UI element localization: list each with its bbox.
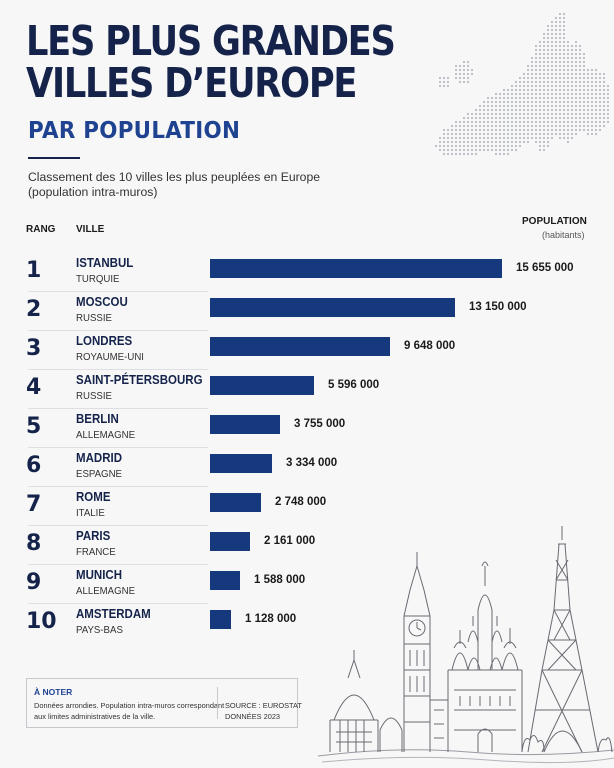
country-label: PAYS-BAS xyxy=(76,624,123,636)
city-label: SAINT-PÉTERSBOURG xyxy=(76,373,203,387)
source-line-1: SOURCE : EUROSTAT xyxy=(225,701,302,710)
footnote-divider xyxy=(217,687,218,719)
city-label: MOSCOU xyxy=(76,295,128,309)
population-bar xyxy=(210,337,390,356)
europe-dot-map-icon xyxy=(434,12,610,156)
country-label: ESPAGNE xyxy=(76,468,122,480)
chart-row: 9 MUNICH ALLEMAGNE 1 588 000 xyxy=(26,568,546,606)
rank-label: 9 xyxy=(26,570,42,595)
chart-row: 7 ROME ITALIE 2 748 000 xyxy=(26,490,546,528)
value-label: 2 748 000 xyxy=(275,496,327,508)
title-line-1: LES PLUS GRANDES xyxy=(26,17,396,65)
city-label: BERLIN xyxy=(76,412,119,426)
chart-row: 3 LONDRES ROYAUME-UNI 9 648 000 xyxy=(26,334,546,372)
rank-label: 1 xyxy=(26,258,42,283)
city-label: AMSTERDAM xyxy=(76,607,151,621)
value-label: 3 755 000 xyxy=(294,418,346,430)
value-label: 2 161 000 xyxy=(264,535,316,547)
description-line-2: (population intra-muros) xyxy=(28,185,158,199)
city-label: ISTANBUL xyxy=(76,256,134,270)
row-divider xyxy=(28,291,208,292)
country-label: ALLEMAGNE xyxy=(76,429,136,441)
rank-label: 6 xyxy=(26,453,42,478)
city-label: PARIS xyxy=(76,529,111,543)
title-divider xyxy=(28,157,80,159)
chart-row: 5 BERLIN ALLEMAGNE 3 755 000 xyxy=(26,412,546,450)
city-label: MUNICH xyxy=(76,568,122,582)
country-label: RUSSIE xyxy=(76,312,112,324)
chart-row: 1 ISTANBUL TURQUIE 15 655 000 xyxy=(26,256,574,294)
description-line-1: Classement des 10 villes les plus peuplé… xyxy=(28,170,320,184)
population-bar xyxy=(210,610,231,629)
population-bar xyxy=(210,259,502,278)
row-divider xyxy=(28,603,208,604)
rank-label: 10 xyxy=(26,609,57,634)
rank-label: 3 xyxy=(26,336,42,361)
city-column-header: VILLE xyxy=(76,224,105,235)
value-label: 15 655 000 xyxy=(516,262,574,274)
country-label: TURQUIE xyxy=(76,273,120,285)
row-divider xyxy=(28,564,208,565)
country-label: ALLEMAGNE xyxy=(76,585,136,597)
rank-label: 8 xyxy=(26,531,42,556)
footnote-title: À NOTER xyxy=(34,687,73,697)
city-label: ROME xyxy=(76,490,111,504)
city-label: LONDRES xyxy=(76,334,133,348)
value-label: 3 334 000 xyxy=(286,457,338,469)
population-column-header: POPULATION xyxy=(522,216,587,227)
value-label: 9 648 000 xyxy=(404,340,456,352)
chart-row: 8 PARIS FRANCE 2 161 000 xyxy=(26,529,546,567)
population-bar xyxy=(210,298,455,317)
population-bar xyxy=(210,571,240,590)
footnote-box: À NOTER Données arrondies. Population in… xyxy=(26,678,302,728)
page-subtitle: PAR POPULATION xyxy=(28,118,241,144)
source-line-2: DONNÉES 2023 xyxy=(225,712,281,721)
chart-row: 10 AMSTERDAM PAYS-BAS 1 128 000 xyxy=(26,607,546,645)
value-label: 1 128 000 xyxy=(245,613,297,625)
value-label: 1 588 000 xyxy=(254,574,306,586)
row-divider xyxy=(28,330,208,331)
population-bar xyxy=(210,493,261,512)
rank-label: 5 xyxy=(26,414,42,439)
description: Classement des 10 villes les plus peuplé… xyxy=(28,170,320,200)
rank-label: 7 xyxy=(26,492,42,517)
population-unit-label: (habitants) xyxy=(542,230,585,240)
population-bar xyxy=(210,415,280,434)
city-label: MADRID xyxy=(76,451,122,465)
landmarks-sketch-icon xyxy=(318,526,614,764)
row-divider xyxy=(28,408,208,409)
footnote-line-2: aux limites administratives de la ville. xyxy=(34,712,156,721)
chart-row: 4 SAINT-PÉTERSBOURG RUSSIE 5 596 000 xyxy=(26,373,546,411)
chart-row: 2 MOSCOU RUSSIE 13 150 000 xyxy=(26,295,546,333)
rank-label: 4 xyxy=(26,375,42,400)
value-label: 13 150 000 xyxy=(469,301,527,313)
country-label: FRANCE xyxy=(76,546,116,558)
footnote-line-1: Données arrondies. Population intra-muro… xyxy=(34,701,225,710)
country-label: ROYAUME-UNI xyxy=(76,351,144,363)
footnote-text: Données arrondies. Population intra-muro… xyxy=(34,700,224,722)
country-label: ITALIE xyxy=(76,507,105,519)
row-divider xyxy=(28,486,208,487)
population-bar xyxy=(210,454,272,473)
row-divider xyxy=(28,369,208,370)
value-label: 5 596 000 xyxy=(328,379,380,391)
population-bar xyxy=(210,376,314,395)
row-divider xyxy=(28,525,208,526)
page-title: LES PLUS GRANDES VILLES D’EUROPE xyxy=(26,17,396,107)
rank-column-header: RANG xyxy=(26,224,56,235)
chart-row: 6 MADRID ESPAGNE 3 334 000 xyxy=(26,451,546,489)
population-bar xyxy=(210,532,250,551)
source-text: SOURCE : EUROSTAT DONNÉES 2023 xyxy=(225,700,302,722)
country-label: RUSSIE xyxy=(76,390,112,402)
row-divider xyxy=(28,447,208,448)
rank-label: 2 xyxy=(26,297,42,322)
title-line-2: VILLES D’EUROPE xyxy=(26,59,357,107)
